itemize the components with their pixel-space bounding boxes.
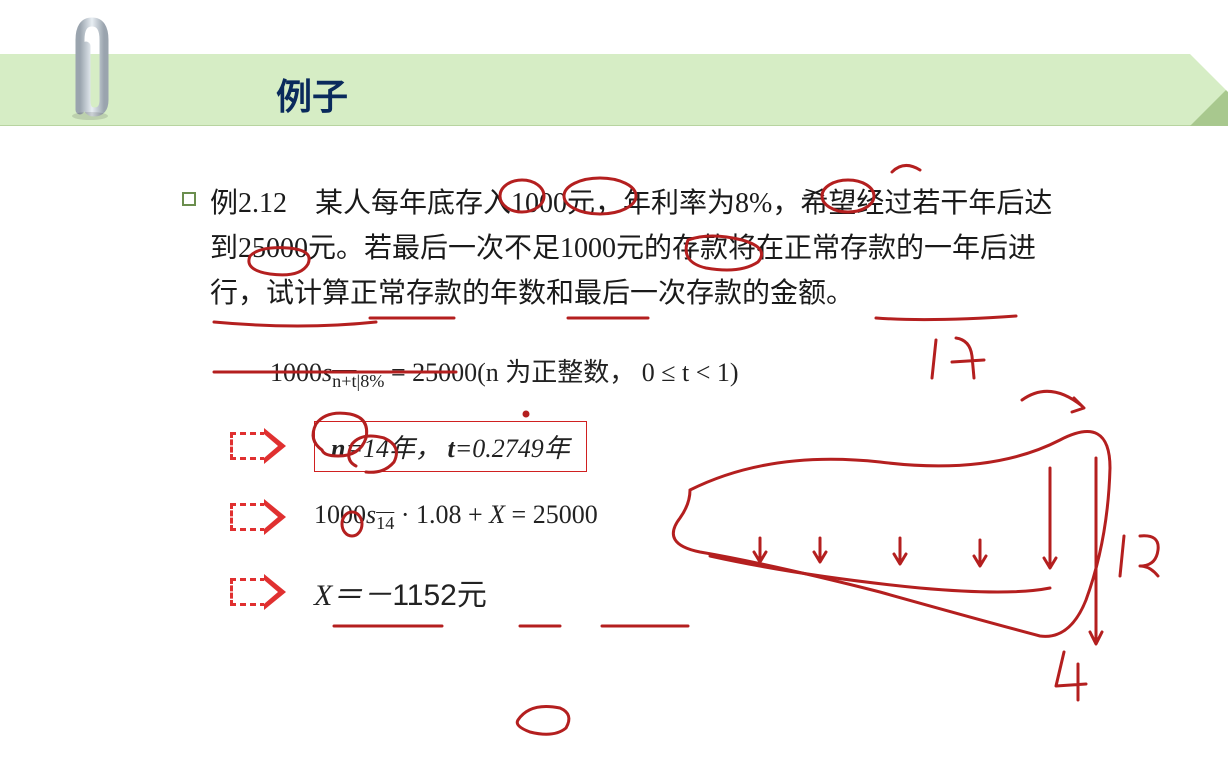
corner-fold xyxy=(1190,54,1228,92)
slide-header xyxy=(0,54,1228,126)
final-unit: 元 xyxy=(457,579,487,612)
equation-2-row: 1000s14 · 1.08 + X = 25000 xyxy=(230,500,1062,534)
t-label: t xyxy=(448,434,455,463)
n-value: =14年， xyxy=(345,434,441,463)
eq2-x: X xyxy=(489,500,505,529)
content-area: 例2.12 某人每年底存入1000元，年利率为8%，希望经过若干年后达到2500… xyxy=(182,182,1062,614)
eq2-coef: 1000 xyxy=(314,500,366,529)
final-eq: ＝－ xyxy=(332,579,392,612)
arrow-icon xyxy=(230,503,286,531)
arrow-icon xyxy=(230,432,286,460)
corner-fold-shadow xyxy=(1190,88,1228,126)
eq2-mid: · 1.08 + xyxy=(394,500,489,529)
final-x-label: X xyxy=(314,579,332,612)
arrow-icon xyxy=(230,578,286,606)
eq1-sub: n+t|8% xyxy=(332,372,384,392)
final-row: X＝－1152元 xyxy=(230,570,1062,614)
eq2-sub: 14 xyxy=(376,513,394,533)
equation-1: 1000sn+t|8% = 25000(n 为正整数， 0 ≤ t < 1) xyxy=(270,352,1062,392)
eq2-right: = 25000 xyxy=(505,500,598,529)
final-value: 1152 xyxy=(392,579,457,612)
paperclip-icon xyxy=(62,12,112,127)
final-result: X＝－1152元 xyxy=(314,570,487,614)
eq2-symbol: s xyxy=(366,500,376,529)
eq1-symbol: s xyxy=(322,358,332,387)
result-1-row: n=14年， t=0.2749年 xyxy=(230,421,1062,472)
n-label: n xyxy=(331,434,345,463)
problem-text: 例2.12 某人每年底存入1000元，年利率为8%，希望经过若干年后达到2500… xyxy=(210,182,1062,316)
eq1-right: = 25000(n 为正整数， 0 ≤ t < 1) xyxy=(384,358,738,387)
equation-2: 1000s14 · 1.08 + X = 25000 xyxy=(314,500,598,534)
result-1-box: n=14年， t=0.2749年 xyxy=(314,421,587,472)
eq1-coef: 1000 xyxy=(270,358,322,387)
bullet-icon xyxy=(182,192,196,206)
t-value: =0.2749年 xyxy=(455,434,570,463)
slide-title: 例子 xyxy=(276,68,348,120)
problem-row: 例2.12 某人每年底存入1000元，年利率为8%，希望经过若干年后达到2500… xyxy=(182,182,1062,316)
